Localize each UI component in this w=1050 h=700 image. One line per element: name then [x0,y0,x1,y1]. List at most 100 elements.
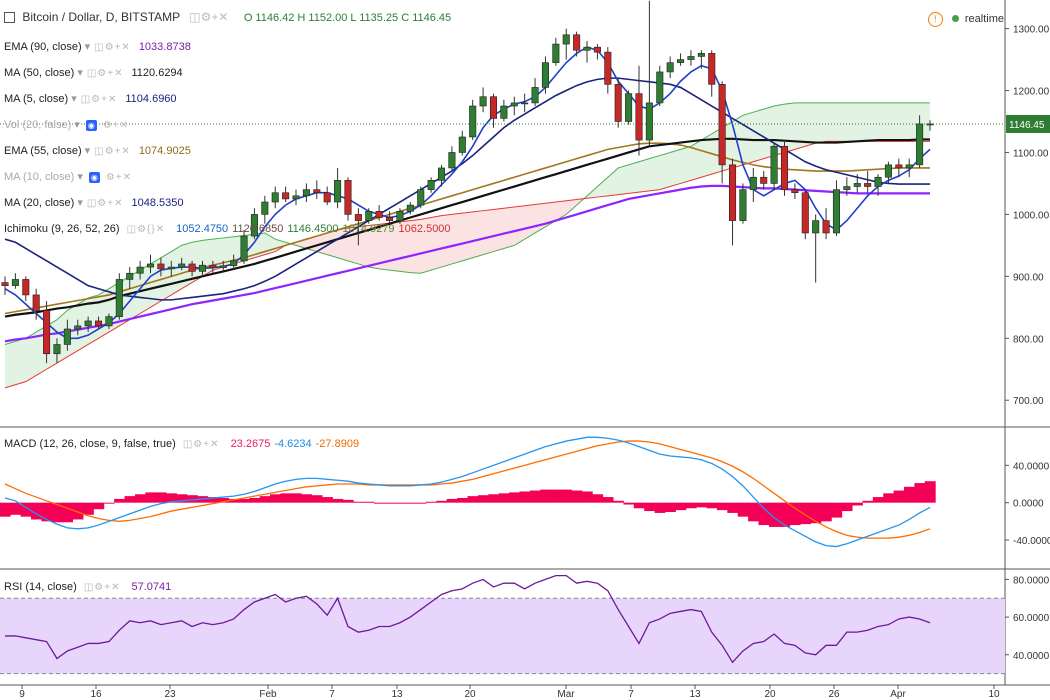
realtime-indicator[interactable]: ! realtime [927,12,1004,27]
chevron-down-icon[interactable]: ▾ [77,67,83,79]
candle [11,273,19,289]
candle [593,44,601,60]
rsi-controls-icon[interactable]: ◫⚙+✕ [83,582,121,593]
hidden-eye-icon[interactable]: ◉ [88,171,100,183]
rsi-value: 57.0741 [131,581,172,593]
candle-body [126,272,134,280]
price-axis-label: 800.00 [1013,334,1044,345]
rsi-axis-label: 80.0000 [1013,575,1050,586]
macd-histogram-bar [228,498,240,503]
candle-body [489,96,498,119]
candle-body [760,176,768,184]
ichimoku-cloud-segment [763,106,775,159]
rsi-band [0,598,1005,674]
rsi-legend[interactable]: RSI (14, close) ◫⚙+✕ 57.0741 [4,576,171,598]
chevron-down-icon[interactable]: ▾ [84,145,91,157]
alert-icon[interactable]: ! [927,12,943,27]
macd-histogram-bar [238,498,250,503]
macd-histogram-bar [633,502,645,509]
time-axis-label: 9 [19,689,25,700]
candle [739,183,747,224]
candle [645,0,653,147]
macd-histogram-bar [41,502,53,522]
candle [614,78,622,128]
collapse-icon[interactable] [4,12,15,24]
candle [417,186,425,209]
chevron-down-icon[interactable]: ▾ [84,41,91,53]
indicator-legend-0[interactable]: EMA (90, close) ▾ ◫⚙+✕ 1033.8738 [4,36,191,58]
macd-histogram-bar [852,502,863,506]
candle-body [188,263,196,272]
candle-body [510,102,518,107]
indicator-controls-icon[interactable]: ◫⚙+✕ [94,146,131,157]
indicator-legend-2[interactable]: MA (5, close) ▾ ◫⚙+✕ 1104.6960 [4,88,177,110]
indicator-controls-icon[interactable]: ◫⚙+✕ [86,68,124,79]
ichimoku-cloud-segment [690,140,702,181]
candle-body [198,264,206,272]
candle [853,174,861,193]
candle-body [354,214,362,221]
macd-controls-icon[interactable]: ◫⚙+✕ [182,439,220,450]
indicator-legend-6[interactable]: MA (20, close) ▾ ◫⚙+✕ 1048.5350 [4,192,183,214]
candle [396,208,404,224]
candle-body [801,192,809,234]
candle-body [115,279,123,317]
indicator-controls-icon[interactable]: ◫⚙+✕ [80,94,118,105]
macd-histogram-bar [488,494,500,503]
macd-axis-label: -40.0000 [1013,536,1050,547]
macd-histogram-bar [207,497,219,503]
macd-legend[interactable]: MACD (12, 26, close, 9, false, true) ◫⚙+… [4,433,359,455]
candle-body [136,266,144,274]
ichimoku-cloud-segment [878,102,889,142]
ichimoku-cloud-segment [5,341,16,388]
indicator-controls-icon[interactable]: ⚙+✕ [105,172,133,183]
candle [583,40,591,63]
macd-histogram-bar [321,497,333,503]
candle-body [209,264,217,268]
ichimoku-cloud-segment [181,242,193,289]
indicator-legend-3[interactable]: Vol (20, false) ▾ ◉ ⚙+✕ [4,114,133,136]
chevron-down-icon[interactable]: ▾ [77,197,83,209]
candle [219,260,227,272]
candle [365,208,373,224]
ichimoku-cloud-segment [649,155,660,191]
candle-body [916,123,924,166]
chevron-down-icon[interactable]: ▾ [77,171,83,183]
indicator-controls-icon[interactable]: ◫⚙+✕ [86,198,124,209]
macd-histogram-bar [301,494,313,503]
macd-histogram-bar [259,496,271,503]
candle-body [53,344,61,355]
indicator-value: 1033.8738 [138,41,191,53]
ichimoku-legend[interactable]: Ichimoku (9, 26, 52, 26) ◫⚙{}✕ 1052.4750… [4,218,451,240]
candle [801,189,809,240]
candle [334,167,342,209]
indicator-controls-icon[interactable]: ◫⚙+✕ [94,42,131,53]
ichimoku-value: 1062.5000 [398,223,451,235]
candle-body [832,189,840,234]
macd-histogram-bar [72,502,84,520]
candle [479,87,487,113]
candle-body [74,325,82,330]
header-controls-icon[interactable]: ◫⚙+✕ [189,10,229,24]
candle-body [427,180,435,190]
chevron-down-icon[interactable]: ▾ [74,119,80,131]
ichimoku-cloud-segment [628,161,639,194]
ichimoku-controls-icon[interactable]: ◫⚙{}✕ [126,224,166,235]
macd-histogram-bar [176,494,188,503]
candle [250,208,258,240]
chevron-down-icon[interactable]: ▾ [71,93,77,105]
hidden-eye-icon[interactable]: ◉ [85,119,97,131]
candle-body [573,34,581,51]
indicator-label: MA (10, close) [4,171,75,183]
rsi-axis-label: 40.0000 [1013,651,1050,662]
candle-body [271,192,279,203]
candle [105,313,113,329]
indicator-legend-4[interactable]: EMA (55, close) ▾ ◫⚙+✕ 1074.9025 [4,140,191,162]
macd-histogram-bar [883,493,895,503]
candle [375,205,383,221]
macd-histogram-bar [280,493,292,503]
indicator-controls-icon[interactable]: ⚙+✕ [102,120,129,131]
indicator-legend-5[interactable]: MA (10, close) ▾ ◉ ⚙+✕ [4,166,136,188]
indicator-legend-1[interactable]: MA (50, close) ▾ ◫⚙+✕ 1120.6294 [4,62,183,84]
